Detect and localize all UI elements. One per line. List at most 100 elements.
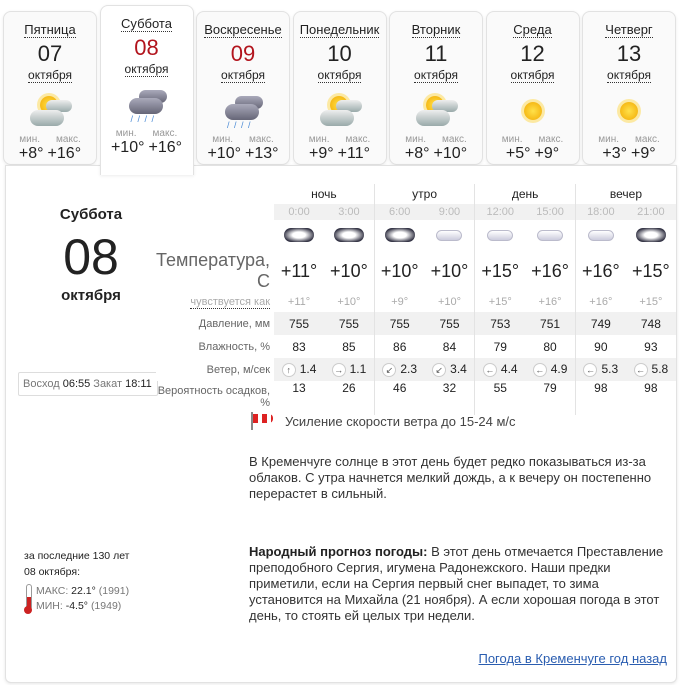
pressure-cell: 749: [574, 312, 626, 335]
time-cell: 3:00: [324, 204, 375, 220]
max-label: макс.: [249, 134, 274, 145]
year-ago-link[interactable]: Погода в Кременчуге год назад: [478, 651, 667, 666]
wind-cell: ↙ 2.3: [373, 358, 425, 381]
temp-label: Температура, С: [156, 250, 271, 291]
day-tab[interactable]: Вторник 11 октября мин. макс. +8° +10°: [389, 11, 483, 165]
tab-min-temp: +5°: [505, 145, 531, 162]
feels-like-label[interactable]: чувствуется как: [190, 296, 271, 309]
day-detail-panel: Суббота 08 октября Восход 06:55 Закат 18…: [5, 165, 677, 683]
rain-icon: / / / /: [197, 92, 289, 132]
wind-cell: ↙ 3.4: [424, 358, 475, 381]
tab-weekday[interactable]: Воскресенье: [204, 22, 282, 38]
precip-cell: 46: [373, 381, 425, 415]
weather-icon-cell: [425, 220, 475, 250]
selected-date: 08: [63, 229, 119, 285]
tab-month[interactable]: октября: [221, 68, 265, 83]
day-tab[interactable]: Среда 12 октября мин. макс. +5° +9°: [485, 11, 580, 165]
pressure-cell: 755: [373, 312, 425, 335]
sunrise-label: Восход: [23, 378, 60, 390]
tab-month[interactable]: октября: [607, 68, 651, 83]
precip-cell: 26: [342, 381, 356, 395]
time-cell: 9:00: [424, 204, 475, 220]
tab-date: 13: [616, 41, 642, 66]
tab-max-temp: +16°: [148, 139, 183, 156]
feels-like-cell: +15°: [474, 292, 526, 312]
temp-cell: +16°: [531, 260, 569, 281]
max-label: МАКС:: [36, 585, 69, 597]
tab-month[interactable]: октября: [317, 68, 362, 83]
temp-cell: +10°: [330, 260, 368, 281]
tab-weekday[interactable]: Суббота: [121, 16, 172, 32]
wind-speed: 2.3: [400, 362, 418, 377]
day-tab[interactable]: Суббота 08 октября / / / / мин. макс. +10…: [99, 5, 194, 175]
tab-max-temp: +13°: [245, 145, 279, 162]
cloudy-rain-icon: [537, 230, 564, 242]
time-cell: 15:00: [525, 204, 576, 220]
tab-weekday[interactable]: Пятница: [24, 22, 76, 38]
tab-max-temp: +9°: [631, 145, 656, 162]
wind-cell: → 1.1: [324, 358, 375, 381]
precip-cell: 98: [644, 381, 658, 395]
wind-speed: 1.1: [349, 362, 367, 377]
wind-speed: 5.3: [601, 362, 619, 377]
tab-min-temp: +10°: [110, 139, 145, 156]
tab-min-temp: +8°: [18, 145, 44, 162]
day-tab[interactable]: Понедельник 10 октября мин. макс. +9° +11°: [292, 11, 387, 165]
tab-month[interactable]: октября: [510, 68, 555, 83]
weather-icon-cell: [574, 220, 626, 250]
sunrise-time: 06:55: [62, 378, 91, 390]
wind-direction-icon: ←: [532, 362, 547, 377]
humidity-cell: 84: [442, 339, 457, 354]
selected-weekday: Суббота: [59, 206, 123, 223]
min-year: (1949): [90, 600, 122, 612]
max-year: (1991): [98, 585, 130, 597]
max-label: макс.: [56, 134, 81, 145]
folk-forecast: Народный прогноз погоды: В этот день отм…: [249, 544, 674, 624]
day-tab[interactable]: Четверг 13 октября мин. макс. +3° +9°: [582, 11, 676, 165]
sun-icon: [487, 92, 579, 132]
pressure-cell: 751: [525, 312, 576, 335]
tab-month[interactable]: октября: [28, 68, 72, 83]
precip-cell: 79: [543, 381, 557, 395]
folk-text: В этот день отмечается Преставление преп…: [249, 544, 664, 623]
selected-day: Суббота 08 октября: [26, 206, 156, 304]
tab-date: 11: [424, 41, 448, 66]
overcast-icon: [333, 228, 364, 243]
day-tab[interactable]: Воскресенье 09 октября / / / / мин. макс.…: [196, 11, 290, 165]
historical-records: за последние 130 лет 08 октября: МАКС: 2…: [24, 548, 130, 614]
wind-cell: ← 4.4: [474, 358, 526, 381]
period-day: день: [474, 184, 576, 204]
humidity-cell: 80: [543, 339, 557, 354]
feels-like-cell: +9°: [373, 292, 425, 312]
tab-weekday[interactable]: Вторник: [411, 22, 461, 38]
tab-date: 08: [134, 35, 159, 60]
tab-month[interactable]: октября: [414, 68, 458, 83]
precip-cell: 55: [474, 381, 526, 415]
wind-label: Ветер, м/сек: [156, 358, 275, 381]
time-cell: 0:00: [274, 204, 325, 220]
period-morning: утро: [373, 184, 475, 204]
tab-weekday[interactable]: Понедельник: [299, 22, 380, 38]
cloudy-icon: [436, 230, 463, 242]
wind-cell: ↑ 1.4: [274, 358, 325, 381]
partly-cloudy-icon: [4, 92, 96, 132]
tab-weekday[interactable]: Четверг: [605, 22, 653, 38]
precip-cell: 98: [574, 381, 626, 415]
pressure-label: Давление, мм: [156, 312, 275, 335]
wind-cell: ← 4.9: [525, 358, 576, 381]
tab-min-temp: +3°: [602, 145, 627, 162]
partly-cloudy-icon: [390, 92, 482, 132]
day-tab[interactable]: Пятница 07 октября мин. макс. +8° +16°: [3, 11, 97, 165]
tab-month[interactable]: октября: [124, 62, 169, 77]
pressure-cell: 755: [324, 312, 375, 335]
overcast-light-rain-icon: [384, 228, 415, 243]
cloudy-rain-icon: [587, 230, 614, 242]
history-date: 08 октября:: [24, 566, 80, 578]
weather-icon-cell: [474, 220, 526, 250]
weather-icon-cell: [373, 220, 425, 250]
min-label: мин.: [598, 134, 620, 145]
tab-weekday[interactable]: Среда: [513, 22, 552, 38]
min-label: мин.: [115, 128, 137, 139]
wind-direction-icon: ↑: [281, 362, 296, 377]
temp-cell: +10°: [373, 250, 425, 292]
